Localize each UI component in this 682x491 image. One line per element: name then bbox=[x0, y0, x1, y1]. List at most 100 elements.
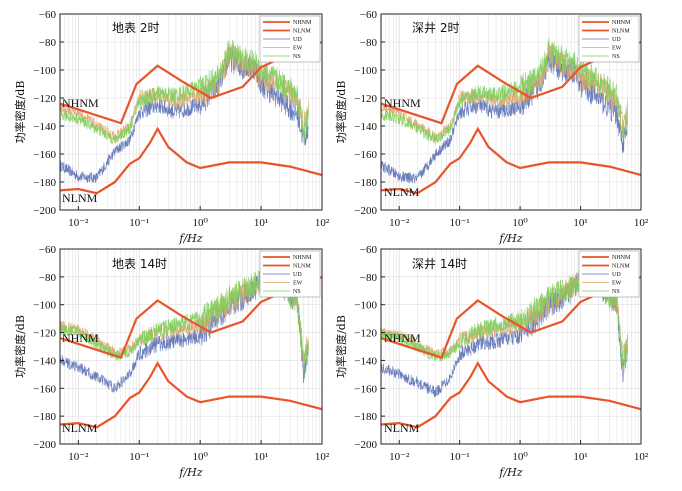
y-axis-label: 功率密度/dB bbox=[334, 315, 348, 378]
nhnm-label: NHNM bbox=[62, 96, 99, 110]
legend: NHNM NLNM UD EW NS bbox=[259, 250, 321, 298]
y-tick-label: −200 bbox=[354, 205, 377, 217]
x-tick-label: 10⁻² bbox=[68, 217, 89, 229]
y-tick-label: −120 bbox=[354, 93, 377, 105]
legend-label-nlnm: NLNM bbox=[612, 264, 630, 270]
chart-panel-3: −200 −180 −160 −140 −120 −100 −80 −60 10⁻² 10⁻¹ 10… bbox=[13, 244, 330, 479]
axes-frame bbox=[59, 248, 323, 445]
x-tick-label: 10⁻¹ bbox=[450, 451, 470, 463]
y-tick-label: −160 bbox=[354, 383, 377, 395]
legend-label-ud: UD bbox=[612, 37, 621, 43]
y-tick-label: −200 bbox=[33, 205, 56, 217]
x-axis-label: f/Hz bbox=[178, 466, 202, 479]
x-tick-label: 10⁻¹ bbox=[129, 217, 149, 229]
series-ud bbox=[60, 46, 309, 184]
y-tick-label: −180 bbox=[33, 411, 56, 423]
y-tick-label: −140 bbox=[354, 355, 377, 367]
y-tick-label: −80 bbox=[39, 272, 57, 284]
panel-title: 地表 14时 bbox=[112, 257, 167, 271]
y-axis-label: 功率密度/dB bbox=[334, 81, 348, 144]
y-tick-label: −120 bbox=[33, 328, 56, 340]
y-tick-label: −200 bbox=[33, 439, 56, 451]
y-tick-label: −180 bbox=[354, 177, 377, 189]
plot-area bbox=[60, 40, 322, 195]
panel-title: 地表 2时 bbox=[112, 21, 159, 35]
y-tick-label: −160 bbox=[354, 149, 377, 161]
y-tick-label: −140 bbox=[33, 355, 56, 367]
x-tick-label: 10⁻² bbox=[389, 451, 410, 463]
legend: NHNM NLNM UD EW NS bbox=[578, 250, 640, 298]
nlnm-label: NLNM bbox=[384, 421, 420, 435]
x-tick-label: 10⁰ bbox=[512, 217, 528, 229]
model-nhnm-line bbox=[60, 275, 322, 359]
x-tick-label: 10⁻² bbox=[68, 451, 89, 463]
legend-label-ns: NS bbox=[293, 289, 301, 295]
x-tick-label: 10² bbox=[634, 451, 649, 463]
x-tick-label: 10² bbox=[634, 217, 649, 229]
y-tick-label: −100 bbox=[354, 65, 377, 77]
chart-panel-1: −200 −180 −160 −140 −120 −100 −80 −60 10⁻² 10⁻¹ 10… bbox=[13, 9, 330, 245]
x-tick-label: 10⁰ bbox=[512, 451, 528, 463]
legend-label-nlnm: NLNM bbox=[293, 264, 311, 270]
panel-title: 深井 14时 bbox=[412, 257, 467, 271]
chart-panel-4: −200 −180 −160 −140 −120 −100 −80 −60 10⁻² 10⁻¹ 10… bbox=[334, 244, 649, 479]
legend-label-nhnm: NHNM bbox=[612, 255, 631, 261]
series-ns bbox=[381, 38, 628, 145]
y-tick-label: −140 bbox=[33, 121, 56, 133]
legend-label-ud: UD bbox=[612, 272, 621, 278]
x-tick-label: 10⁰ bbox=[192, 451, 208, 463]
x-axis-label: f/Hz bbox=[498, 466, 522, 479]
y-tick-label: −160 bbox=[33, 383, 56, 395]
y-axis-label: 功率密度/dB bbox=[13, 315, 27, 378]
legend-label-nlnm: NLNM bbox=[612, 29, 630, 35]
legend-label-nhnm: NHNM bbox=[293, 20, 312, 26]
x-axis-label: f/Hz bbox=[178, 232, 202, 245]
x-tick-label: 10⁻² bbox=[389, 217, 410, 229]
model-nlnm-line bbox=[60, 126, 322, 195]
y-tick-label: −80 bbox=[360, 272, 378, 284]
x-tick-label: 10¹ bbox=[573, 451, 587, 463]
y-tick-label: −80 bbox=[360, 37, 378, 49]
y-tick-label: −120 bbox=[33, 93, 56, 105]
nlnm-label: NLNM bbox=[384, 185, 420, 199]
x-tick-label: 10¹ bbox=[254, 451, 268, 463]
legend: NHNM NLNM UD EW NS bbox=[578, 15, 640, 63]
model-nhnm-line bbox=[381, 40, 641, 125]
legend-label-ns: NS bbox=[612, 54, 620, 60]
legend-label-ns: NS bbox=[612, 289, 620, 295]
nlnm-label: NLNM bbox=[62, 191, 98, 205]
legend-label-ew: EW bbox=[293, 281, 303, 287]
y-tick-label: −180 bbox=[33, 177, 56, 189]
y-tick-label: −200 bbox=[354, 439, 377, 451]
x-tick-label: 10¹ bbox=[573, 217, 587, 229]
y-tick-label: −180 bbox=[354, 411, 377, 423]
y-tick-label: −80 bbox=[39, 37, 57, 49]
axes-frame bbox=[380, 248, 642, 445]
y-tick-label: −100 bbox=[33, 65, 56, 77]
legend: NHNM NLNM UD EW NS bbox=[259, 15, 321, 63]
plot-area bbox=[381, 38, 641, 195]
y-axis-label: 功率密度/dB bbox=[13, 81, 27, 144]
y-tick-label: −160 bbox=[33, 149, 56, 161]
model-nlnm-line bbox=[381, 360, 641, 429]
legend-label-nhnm: NHNM bbox=[293, 255, 312, 261]
legend-label-ew: EW bbox=[612, 46, 622, 52]
x-tick-label: 10² bbox=[315, 451, 330, 463]
legend-label-ew: EW bbox=[293, 46, 303, 52]
x-axis-label: f/Hz bbox=[498, 232, 522, 245]
legend-label-ew: EW bbox=[612, 281, 622, 287]
panel-title: 深井 2时 bbox=[412, 21, 459, 35]
nhnm-label: NHNM bbox=[384, 96, 421, 110]
y-tick-label: −140 bbox=[354, 121, 377, 133]
legend-label-ud: UD bbox=[293, 272, 302, 278]
nhnm-label: NHNM bbox=[62, 331, 99, 345]
x-tick-label: 10⁻¹ bbox=[450, 217, 470, 229]
y-tick-label: −100 bbox=[33, 300, 56, 312]
x-tick-label: 10⁻¹ bbox=[129, 451, 149, 463]
y-tick-label: −100 bbox=[354, 300, 377, 312]
axes-frame bbox=[59, 13, 323, 211]
nhnm-label: NHNM bbox=[384, 331, 421, 345]
y-tick-label: −60 bbox=[360, 244, 378, 256]
y-tick-label: −60 bbox=[39, 244, 57, 256]
